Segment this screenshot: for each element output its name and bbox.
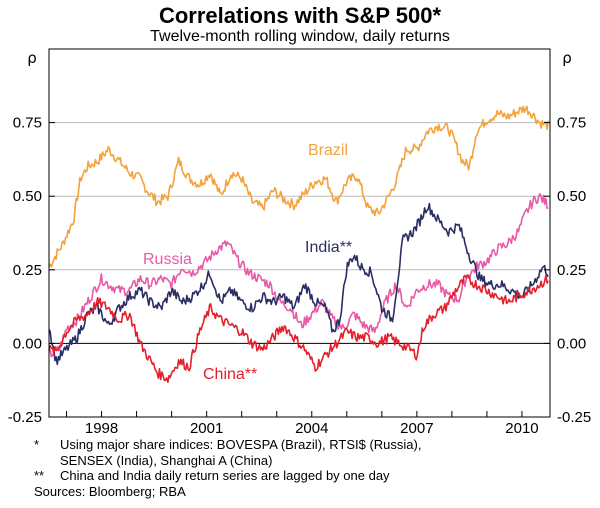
- left-tick-label: -0.25: [8, 409, 42, 426]
- right-tick-label: 0.50: [557, 188, 586, 205]
- x-tick-label: 1998: [85, 420, 118, 437]
- footnote-2-mark: **: [34, 468, 45, 483]
- footnote-2-text: China and India daily return series are …: [60, 468, 390, 483]
- series-label-brazil: Brazil: [308, 142, 348, 159]
- left-tick-label: 0.00: [13, 335, 42, 352]
- series-label-china: China**: [203, 366, 257, 383]
- series-line-india: [48, 202, 549, 366]
- right-tick-label: -0.25: [557, 409, 591, 426]
- footnote-1-text: Using major share indices: BOVESPA (Braz…: [60, 437, 422, 468]
- footnote-2: ** China and India daily return series a…: [34, 468, 594, 484]
- footnote-1: * Using major share indices: BOVESPA (Br…: [34, 437, 594, 468]
- left-tick-label: 0.25: [13, 262, 42, 279]
- axis-layer: -0.25 -0.25 0.00 0.00 0.25 0.25 0.50 0.50 0.75 0.…: [8, 115, 591, 437]
- x-tick-label: 2004: [295, 420, 328, 437]
- series-line-brazil: [48, 105, 549, 268]
- footnotes: * Using major share indices: BOVESPA (Br…: [34, 437, 594, 499]
- chart-title: Correlations with S&P 500*: [159, 3, 441, 28]
- plot-frame: [48, 48, 551, 418]
- series-label-india: India**: [305, 239, 352, 256]
- series-line-russia: [48, 193, 549, 358]
- series-labels: Brazil Russia India** China**: [143, 142, 352, 383]
- series-layer: [48, 105, 549, 383]
- series-label-russia: Russia: [143, 251, 192, 268]
- sources: Sources: Bloomberg; RBA: [34, 483, 186, 499]
- x-tick-label: 2007: [400, 420, 433, 437]
- footnote-1-mark: *: [34, 437, 40, 452]
- chart: Correlations with S&P 500* Twelve-month …: [8, 3, 591, 437]
- left-tick-label: 0.50: [13, 188, 42, 205]
- chart-subtitle: Twelve-month rolling window, daily retur…: [150, 28, 450, 45]
- x-tick-label: 2010: [505, 420, 538, 437]
- right-tick-label: 0.75: [557, 115, 586, 132]
- left-axis-unit: ρ: [27, 49, 37, 67]
- right-tick-label: 0.00: [557, 335, 586, 352]
- right-axis-unit: ρ: [562, 49, 572, 67]
- series-line-china: [48, 274, 549, 383]
- left-tick-label: 0.75: [13, 115, 42, 132]
- x-tick-label: 2001: [190, 420, 223, 437]
- right-tick-label: 0.25: [557, 262, 586, 279]
